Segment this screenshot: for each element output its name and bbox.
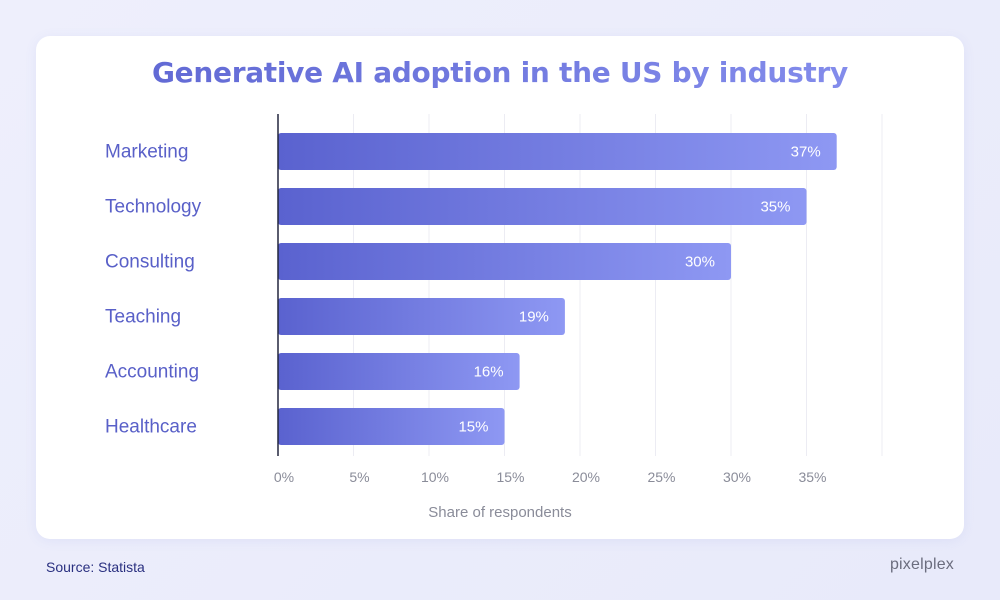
category-labels: Marketing Technology Consulting Teaching Acc… [105,142,202,438]
bar [278,298,565,335]
x-tick-label: 10% [421,469,449,485]
x-tick-label: 20% [572,469,600,485]
source-note: Source: Statista [46,559,145,575]
x-tick-label: 5% [349,469,369,485]
x-tick-label: 35% [798,469,826,485]
category-label: Healthcare [105,417,197,438]
category-label: Consulting [105,252,195,273]
bar-value-label: 37% [791,144,821,161]
x-tick-label: 15% [496,469,524,485]
bar-value-label: 30% [685,254,715,271]
bar-value-label: 16% [474,364,504,381]
bar-value-label: 15% [458,419,488,436]
bar [278,353,520,390]
gridlines [353,114,883,456]
bar [278,243,731,280]
x-tick-label: 30% [723,469,751,485]
bar [278,188,807,225]
category-label: Teaching [105,307,181,328]
chart-card [36,36,964,539]
x-tick-label: 0% [274,469,294,485]
bar-value-label: 35% [760,199,790,216]
x-axis-label: Share of respondents [428,504,571,521]
bar-value-label: 19% [519,309,549,326]
category-label: Marketing [105,142,188,163]
chart-title: Generative AI adoption in the US by indu… [0,56,1000,89]
x-tick-label: 25% [647,469,675,485]
bar [278,133,837,170]
category-label: Accounting [105,362,199,383]
bars: 37% 35% 30% 19% 16% 15% [278,133,837,445]
bar [278,408,505,445]
category-label: Technology [105,197,202,218]
x-tick-labels: 0% 5% 10% 15% 20% 25% 30% 35% [274,469,827,485]
brand-logo: pixelplex [889,556,954,573]
